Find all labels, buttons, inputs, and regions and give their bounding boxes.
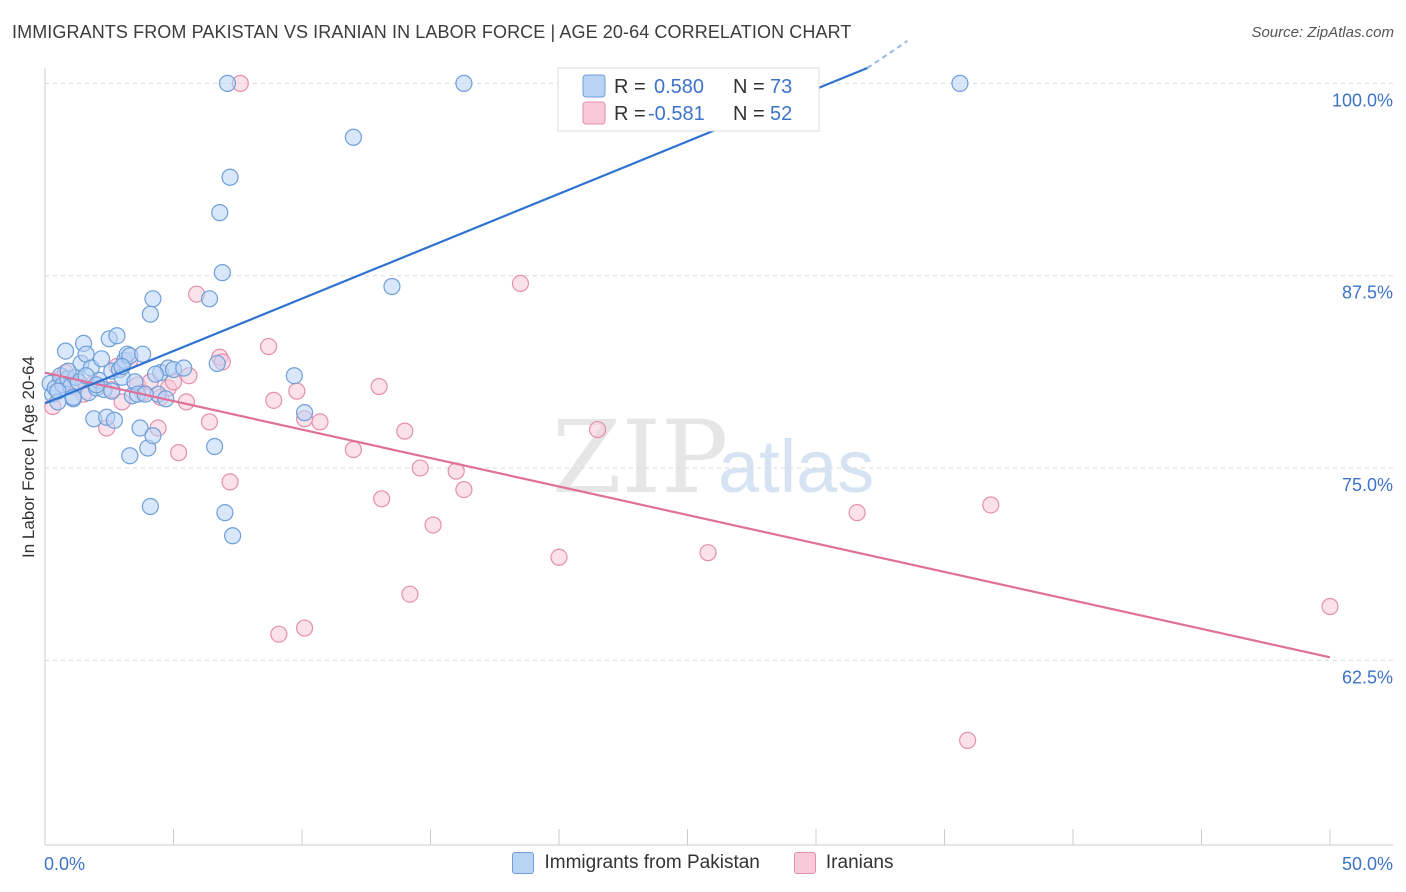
y-tick-labels: 62.5% 75.0% 87.5% 100.0% [1332,90,1393,687]
legend-swatch-blue [512,852,535,874]
iranians-point [200,413,219,431]
pakistan-point [224,527,242,545]
iranians-point [550,548,568,566]
legend-label-iranians: Iranians [825,852,894,873]
pakistan-point [175,359,193,377]
legend-n-label-2: N = [733,103,765,125]
watermark: ZIP atlas [552,399,874,516]
legend-n-value-2: 52 [770,103,792,125]
correlation-legend: R = 0.580 N = 73 R = -0.581 N = 52 [557,67,820,132]
iranians-point [511,274,530,293]
legend-r-value-1: 0.580 [654,76,704,98]
pakistan-point [213,264,231,282]
iranians-point [848,504,866,522]
pakistan-point [144,290,162,308]
iranians-point [699,544,717,562]
watermark-atlas: atlas [718,425,874,508]
iranians-point [221,473,239,491]
pakistan-point [206,437,224,456]
pakistan-point [141,497,159,516]
iranians-point [424,516,442,534]
pakistan-point [295,404,314,422]
pakistan-point [134,345,152,363]
pakistan-point [131,419,149,437]
pakistan-point [211,204,229,222]
iranians-point [344,440,362,459]
watermark-zip: ZIP [552,399,728,516]
iranians-point [401,585,419,603]
iranians-point [373,490,391,508]
iranians-point [270,625,288,643]
pakistan-point [285,367,303,385]
legend-n-value-1: 73 [770,76,792,98]
pakistan-point [105,411,123,429]
source-credit: Source: ZipAtlas.com [1251,24,1394,41]
iranians-point [982,496,1000,514]
legend-r-label-2: R = [614,103,646,125]
iranians-point [959,731,977,749]
pakistan-point [216,504,234,522]
iranians-point [288,382,306,400]
pakistan-point [200,290,219,308]
iranians-point [588,420,607,439]
pakistan-trendline-extension [866,40,908,69]
iranians-point [259,337,278,356]
iranians-point [265,391,283,409]
pakistan-point [344,128,362,146]
y-tick-label: 87.5% [1342,283,1393,303]
iranians-point [370,377,388,396]
pakistan-point [208,354,226,373]
series-legend: Immigrants from Pakistan Iranians [0,852,1406,874]
chart-title: IMMIGRANTS FROM PAKISTAN VS IRANIAN IN L… [12,22,852,42]
iranians-point [1321,597,1339,616]
pakistan-point [108,327,126,345]
x-tick-label-max: 50.0% [1342,854,1393,874]
legend-swatch-pink [793,852,816,874]
pakistan-point [141,305,159,323]
trendlines [44,40,1331,659]
pakistan-point [92,350,111,368]
pakistan-point [951,74,969,92]
iranians-point [170,444,188,462]
y-axis-title: In Labor Force | Age 20-64 [19,356,38,558]
pakistan-point [455,74,473,92]
y-tick-label: 100.0% [1332,90,1393,110]
y-tick-label: 62.5% [1342,667,1393,687]
gridlines [45,82,1393,661]
iranians-point [411,459,429,477]
iranians-point [295,619,314,637]
pakistan-point [121,447,139,465]
iranians-point [455,480,473,499]
legend-r-value-2: -0.581 [648,103,705,125]
legend-swatch-pakistan [582,74,606,98]
legend-item-pakistan: Immigrants from Pakistan [512,852,760,874]
pakistan-point [56,342,75,360]
pakistan-point [144,427,162,445]
pakistan-point [221,168,239,186]
pakistan-point [59,362,77,380]
legend-label-pakistan: Immigrants from Pakistan [544,852,760,873]
iranians-point [396,422,414,440]
y-tick-label: 75.0% [1342,475,1393,495]
legend-r-label-1: R = [614,76,646,98]
iranians-point [311,413,329,431]
iranians-trendline [44,371,1331,659]
x-tick-label-min: 0.0% [44,854,85,874]
pakistan-point [218,74,237,92]
legend-swatch-iranians [582,101,606,125]
legend-n-label-1: N = [733,76,765,98]
pakistan-point [383,277,401,296]
pakistan-point [146,365,165,383]
axes [44,68,1393,846]
legend-item-iranians: Iranians [793,852,894,874]
